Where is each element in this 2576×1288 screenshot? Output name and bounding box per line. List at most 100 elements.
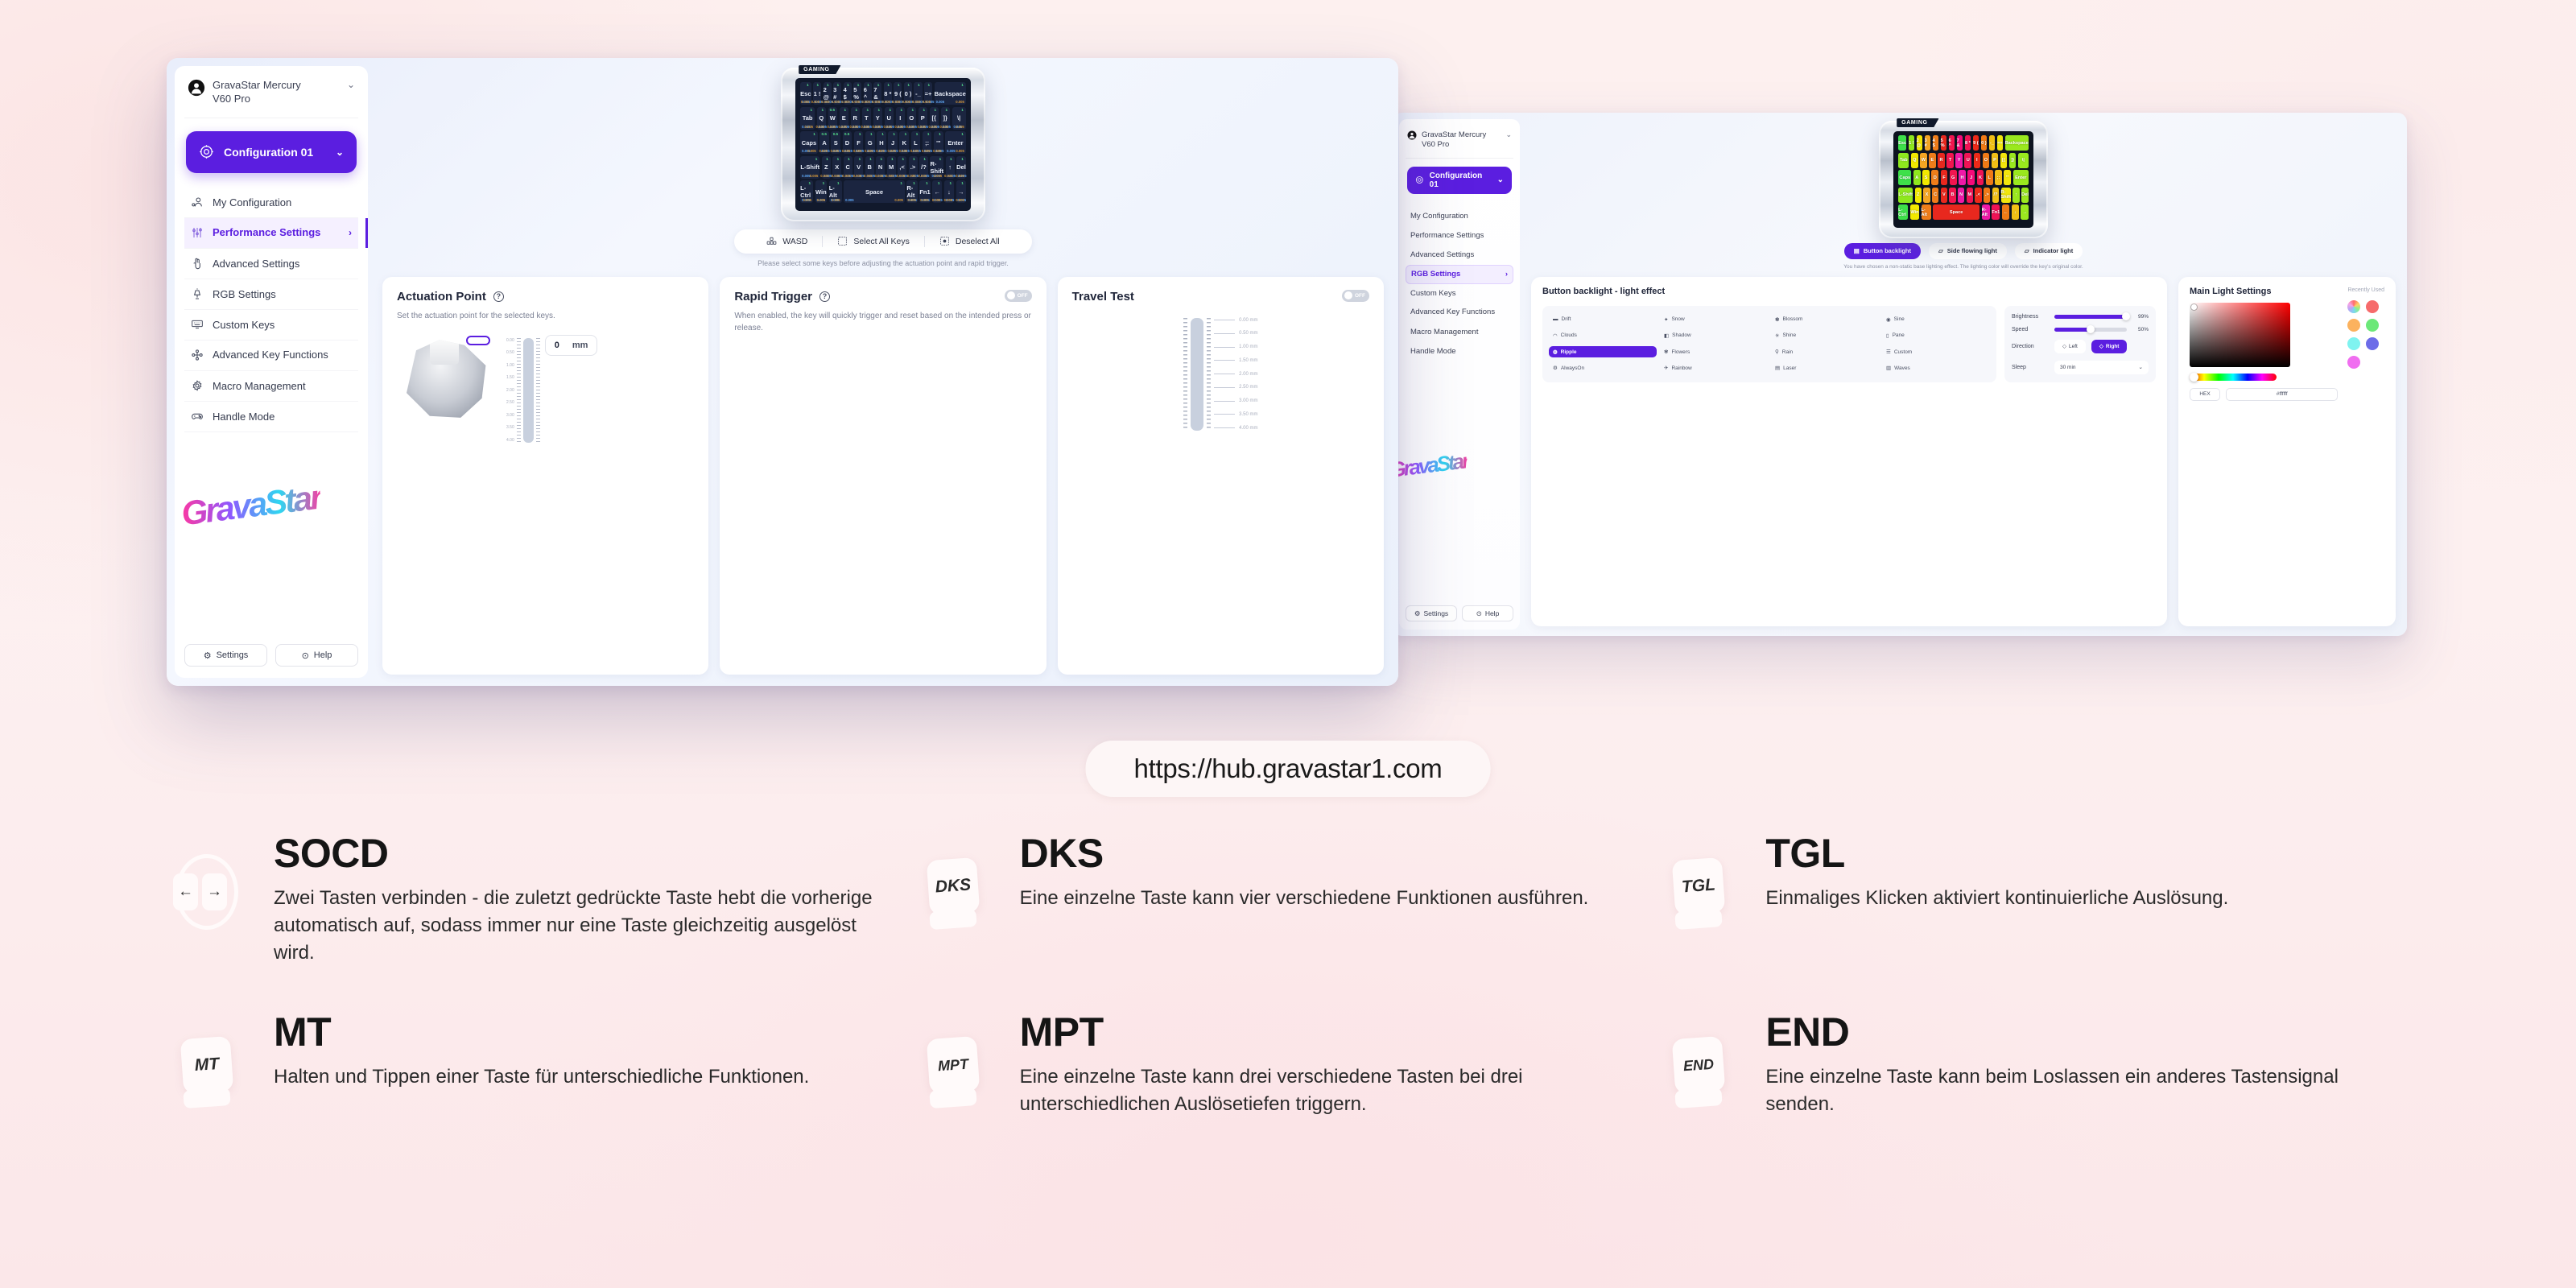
sidebar-item-custom-keys[interactable]: Custom Keys <box>184 310 358 341</box>
key-8[interactable]: 8 * 1 0.005 0.005 <box>881 82 894 105</box>
sidebar-item-macro-management[interactable]: Macro Management <box>1406 323 1513 342</box>
key-tab[interactable]: Tab 1 0.005 0.005 <box>800 106 815 130</box>
key-i[interactable]: I <box>1973 152 1981 168</box>
key-7[interactable]: 7 & 1 0.005 0.005 <box>872 82 884 105</box>
key-lctrl[interactable]: L-Ctrl <box>1898 204 1909 220</box>
key-9[interactable]: 9 (1 0.005 0.005 <box>892 82 904 105</box>
effect-blossom[interactable]: ✽ Blossom <box>1771 314 1879 325</box>
tab-indicator-light[interactable]: ▱ Indicator light <box>2014 242 2083 259</box>
color-swatch[interactable] <box>2366 299 2380 313</box>
settings-button[interactable]: ⚙ Settings <box>184 644 267 667</box>
key-1[interactable]: 1 ! 1 0.005 0.005 <box>811 82 824 105</box>
key-[interactable]: ,< 1 0.005 0.005 <box>897 155 908 179</box>
sidebar-item-my-configuration[interactable]: My Configuration <box>184 188 358 218</box>
key-caps[interactable]: Caps <box>1898 170 1912 185</box>
device-selector[interactable]: GravaStar Mercury V60 Pro ⌄ <box>184 77 358 118</box>
key-s[interactable]: S <box>1922 170 1930 185</box>
color-swatch[interactable] <box>2347 299 2361 313</box>
key-q[interactable]: Q 1 0.005 0.005 <box>816 106 827 130</box>
key-v[interactable]: V <box>1940 187 1947 203</box>
key-m[interactable]: M 1 0.005 0.005 <box>886 155 897 179</box>
key-c[interactable]: C <box>1932 187 1939 203</box>
key-e[interactable]: E <box>1929 152 1936 168</box>
key-3[interactable]: 3 #1 0.005 0.005 <box>832 82 844 105</box>
key-k[interactable]: K <box>1976 170 1984 185</box>
picker-handle[interactable] <box>2191 303 2197 310</box>
key-del[interactable]: Del <box>2021 187 2029 203</box>
key-enter[interactable]: Enter 1 0.005 0.005 <box>945 131 966 154</box>
key-g[interactable]: G 1 0.005 0.005 <box>865 131 875 154</box>
key-lshift[interactable]: L-Shift <box>1898 187 1913 203</box>
key-5[interactable]: 5 % 1 0.005 0.005 <box>852 82 864 105</box>
key-i[interactable]: I 1 0.005 0.005 <box>895 106 906 130</box>
key-k[interactable]: K 1 0.005 0.005 <box>899 131 910 154</box>
key-[interactable]: [{1 0.005 0.005 <box>929 106 939 130</box>
key-8[interactable]: 8 * <box>1964 135 1971 151</box>
effect-shadow[interactable]: ◧ Shadow <box>1660 330 1768 341</box>
key-1[interactable]: 1 ! <box>1908 135 1915 151</box>
key-m[interactable]: M <box>1966 187 1973 203</box>
key-[interactable]: ,< <box>1975 187 1982 203</box>
key-[interactable]: ↓ <box>2011 204 2019 220</box>
key-0[interactable]: 0 ) 1 0.005 0.005 <box>902 82 914 105</box>
speed-slider[interactable] <box>2054 325 2127 333</box>
key-[interactable]: [{ <box>2000 152 2008 168</box>
sidebar-item-rgb-settings[interactable]: RGB Settings › <box>1406 264 1513 284</box>
key-o[interactable]: O 1 0.005 0.005 <box>906 106 917 130</box>
tab-button-backlight[interactable]: ▤ Button backlight <box>1843 242 1922 259</box>
key-del[interactable]: Del 1 0.005 0.005 <box>956 155 967 179</box>
key-backspace[interactable]: Backspace <box>2004 135 2029 151</box>
key-a[interactable]: A <box>1913 170 1921 185</box>
key-rshift[interactable]: R-Shift <box>2000 187 2011 203</box>
key-[interactable]: ]} 1 0.005 0.005 <box>940 106 951 130</box>
key-2[interactable]: 2 @1 0.005 0.005 <box>821 82 833 105</box>
help-button[interactable]: ⊙ Help <box>275 644 358 667</box>
key-x[interactable]: X <box>1923 187 1930 203</box>
effect-custom[interactable]: ☰ Custom <box>1882 346 1990 357</box>
key-a[interactable]: A 0.5 0.005 0.005 <box>819 131 830 154</box>
direction-right-button[interactable]: ◇ Right <box>2091 339 2128 353</box>
key-f[interactable]: F 1 0.005 0.005 <box>853 131 864 154</box>
effect-alwayson[interactable]: ⚙ AlwaysOn <box>1549 362 1657 374</box>
key-b[interactable]: B 1 0.005 0.005 <box>864 155 875 179</box>
key-ralt[interactable]: R-Alt 1 0.005 0.005 <box>906 180 918 203</box>
actuation-track[interactable] <box>522 337 534 443</box>
sidebar-item-advanced-settings[interactable]: Advanced Settings <box>1406 246 1513 265</box>
color-swatch[interactable] <box>2347 355 2361 369</box>
help-icon[interactable]: ? <box>819 291 831 302</box>
key-fn1[interactable]: Fn1 1 0.005 0.005 <box>919 180 931 203</box>
travel-test-toggle[interactable]: OFF <box>1341 289 1369 302</box>
key-[interactable]: '" <box>2004 170 2012 185</box>
key-t[interactable]: T <box>1946 152 1954 168</box>
key-[interactable]: ← <box>2001 204 2010 220</box>
help-button[interactable]: ⊙ Help <box>1462 605 1513 621</box>
key-enter[interactable]: Enter <box>2013 170 2029 185</box>
effect-ripple[interactable]: ◍ Ripple <box>1549 346 1657 358</box>
keyboard-preview[interactable]: GAMING Esc 1 0.005 0.005 1 ! 1 0.005 0.005 2 @1 0… <box>382 65 1384 221</box>
sidebar-item-handle-mode[interactable]: Handle Mode <box>1406 342 1513 361</box>
actuation-value-input[interactable]: 0 mm <box>544 334 598 356</box>
key-n[interactable]: N 1 0.005 0.005 <box>875 155 886 179</box>
effect-laser[interactable]: ▤ Laser <box>1771 362 1879 374</box>
key-ralt[interactable]: R-Alt <box>1981 204 1990 220</box>
key-[interactable]: ↑ 1 0.005 0.005 <box>944 155 956 179</box>
key-space[interactable]: Space <box>1933 204 1980 220</box>
sidebar-item-my-configuration[interactable]: My Configuration <box>1406 207 1513 226</box>
color-swatch[interactable] <box>2366 318 2380 332</box>
key-d[interactable]: D 0.5 0.005 0.005 <box>842 131 852 154</box>
configuration-selector[interactable]: Configuration 01 ⌄ <box>186 130 357 173</box>
sidebar-item-performance-settings[interactable]: Performance Settings <box>1406 226 1513 246</box>
key-lalt[interactable]: L-Alt 1 0.005 0.005 <box>828 180 842 203</box>
key-0[interactable]: 0 ) <box>1980 135 1988 151</box>
key-h[interactable]: H 1 0.005 0.005 <box>876 131 887 154</box>
key-p[interactable]: P 1 0.005 0.005 <box>918 106 928 130</box>
configuration-selector[interactable]: Configuration 01 ⌄ <box>1407 166 1512 194</box>
key-f[interactable]: F <box>1940 170 1948 185</box>
key-3[interactable]: 3 # <box>1924 135 1931 151</box>
key-q[interactable]: Q <box>1910 152 1918 168</box>
key-[interactable]: =+ 1 0.005 0.005 <box>923 82 935 105</box>
effect-shine[interactable]: ✳ Shine <box>1771 330 1879 341</box>
effect-sine[interactable]: ◉ Sine <box>1882 314 1990 325</box>
key-[interactable]: =+ <box>1996 135 2004 151</box>
color-swatch[interactable] <box>2366 336 2380 350</box>
